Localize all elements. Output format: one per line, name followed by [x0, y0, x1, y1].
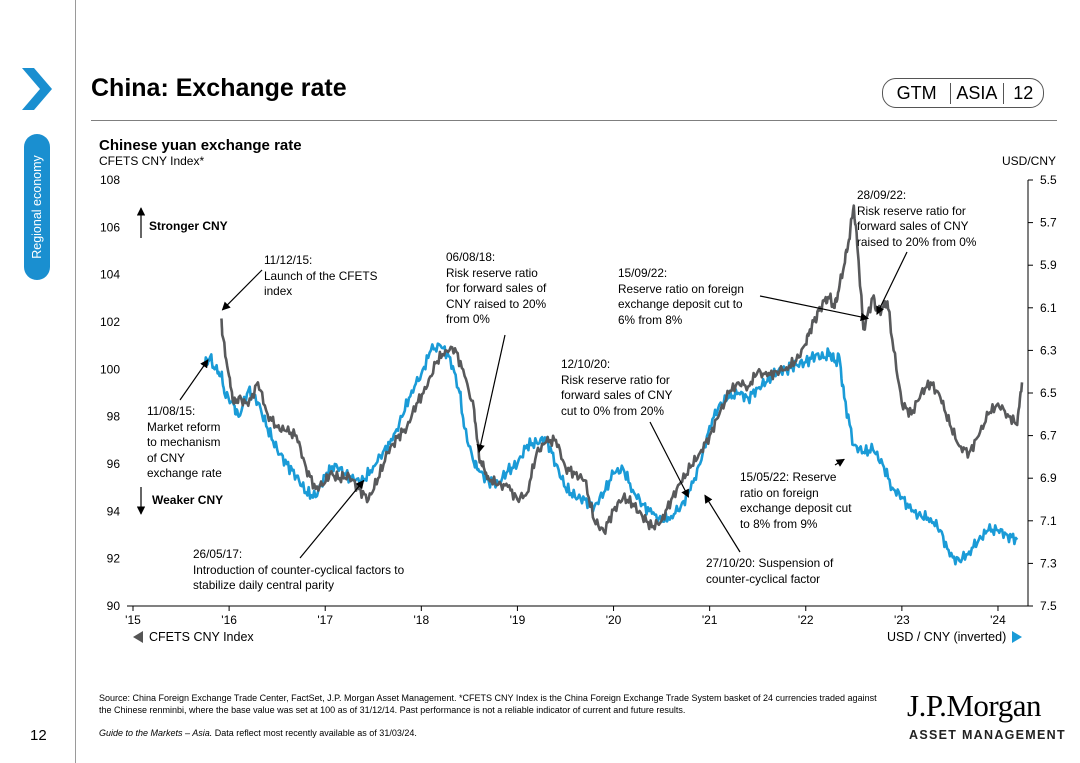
- left-tick-label: 94: [107, 504, 121, 518]
- left-tick-label: 102: [100, 315, 120, 329]
- badge-region: ASIA: [950, 82, 1004, 104]
- left-axis-title: CFETS CNY Index*: [99, 154, 205, 168]
- triangle-right-icon: [1012, 631, 1023, 643]
- chart-title: Chinese yuan exchange rate: [99, 137, 302, 154]
- annotation-risk-reserve-cut-2020: 12/10/20: Risk reserve ratio for forward…: [561, 357, 673, 418]
- x-tick-label: '17: [317, 613, 333, 627]
- right-tick-label: 7.1: [1040, 514, 1057, 528]
- annotation-fx-deposit-6pct: 15/09/22: Reserve ratio on foreign excha…: [618, 266, 744, 327]
- jpmorgan-logo: J.P.Morgan: [907, 688, 1041, 723]
- gtm-badge: GTM ASIA 12: [882, 78, 1044, 108]
- arrow-risk-reserve-2018: [476, 334, 506, 453]
- annotation-market-reform: 11/08/15: Market reform to mechanism of …: [147, 404, 222, 480]
- x-tick-label: '20: [606, 613, 622, 627]
- right-tick-label: 5.7: [1040, 216, 1057, 230]
- right-tick-label: 7.3: [1040, 556, 1057, 570]
- left-tick-label: 98: [107, 410, 121, 424]
- right-tick-label: 6.7: [1040, 429, 1057, 443]
- annotation-suspension: 27/10/20: Suspension of counter-cyclical…: [706, 556, 834, 586]
- x-tick-label: '23: [894, 613, 910, 627]
- annotation-risk-reserve-2022: 28/09/22: Risk reserve ratio for forward…: [857, 188, 977, 249]
- x-tick-label: '21: [702, 613, 718, 627]
- x-tick-label: '15: [125, 613, 141, 627]
- right-tick-label: 6.3: [1040, 343, 1057, 357]
- weaker-cny-label: Weaker CNY: [152, 493, 224, 507]
- arrow-counter-cyclical: [299, 479, 365, 559]
- badge-gtm: GTM: [896, 82, 937, 103]
- annotation-launch-cfets: 11/12/15: Launch of the CFETS index: [264, 253, 378, 298]
- x-tick-label: '16: [221, 613, 237, 627]
- guide-note: Guide to the Markets – Asia. Data reflec…: [99, 728, 417, 738]
- section-tab[interactable]: Regional economy: [24, 134, 50, 280]
- page-number: 12: [30, 727, 47, 744]
- legend-usdcny-label: USD / CNY (inverted): [887, 630, 1007, 644]
- arrow-market-reform: [179, 359, 209, 401]
- page-title: China: Exchange rate: [91, 74, 347, 102]
- chevron-right-icon: [22, 68, 52, 110]
- right-tick-label: 5.5: [1040, 173, 1057, 187]
- legend-usdcny: USD / CNY (inverted): [887, 630, 1023, 644]
- right-tick-label: 7.5: [1040, 599, 1057, 613]
- arrow-launch-cfets: [221, 269, 263, 311]
- left-tick-label: 108: [100, 173, 120, 187]
- x-tick-label: '18: [414, 613, 430, 627]
- sidebar-divider: [75, 0, 76, 763]
- arrow-suspension: [704, 494, 741, 553]
- arrow-risk-reserve-2022: [876, 251, 908, 315]
- left-tick-label: 100: [100, 362, 120, 376]
- x-tick-label: '19: [510, 613, 526, 627]
- arrow-risk-reserve-cut-2020: [649, 421, 690, 498]
- badge-page: 12: [1013, 82, 1034, 103]
- legend-cfets-label: CFETS CNY Index: [149, 630, 254, 644]
- x-tick-label: '24: [990, 613, 1006, 627]
- asset-management-logo: ASSET MANAGEMENT: [909, 728, 1066, 742]
- left-tick-label: 106: [100, 220, 120, 234]
- annotation-counter-cyclical: 26/05/17: Introduction of counter-cyclic…: [193, 547, 405, 592]
- right-tick-label: 6.9: [1040, 471, 1057, 485]
- arrow-fx-deposit-6pct: [759, 295, 870, 322]
- arrow-fx-deposit-8pct: [834, 458, 845, 467]
- left-tick-label: 104: [100, 268, 120, 282]
- right-axis-title: USD/CNY: [1001, 154, 1056, 168]
- stronger-cny-label: Stronger CNY: [149, 219, 228, 233]
- title-divider: [91, 120, 1057, 121]
- guide-note-text: Data reflect most recently available as …: [212, 728, 417, 738]
- right-tick-label: 6.5: [1040, 386, 1057, 400]
- annotation-fx-deposit-8pct: 15/05/22: Reserve ratio on foreign excha…: [740, 470, 852, 531]
- left-tick-label: 92: [107, 552, 121, 566]
- legend-cfets: CFETS CNY Index: [133, 630, 254, 644]
- left-tick-label: 96: [107, 457, 121, 471]
- source-note: Source: China Foreign Exchange Trade Cen…: [99, 693, 877, 715]
- x-tick-label: '22: [798, 613, 814, 627]
- left-tick-label: 90: [107, 599, 121, 613]
- right-tick-label: 5.9: [1040, 258, 1057, 272]
- right-tick-label: 6.1: [1040, 301, 1057, 315]
- guide-note-title: Guide to the Markets – Asia.: [99, 728, 213, 738]
- annotation-risk-reserve-2018: 06/08/18: Risk reserve ratio for forward…: [446, 250, 547, 326]
- triangle-left-icon: [133, 631, 143, 643]
